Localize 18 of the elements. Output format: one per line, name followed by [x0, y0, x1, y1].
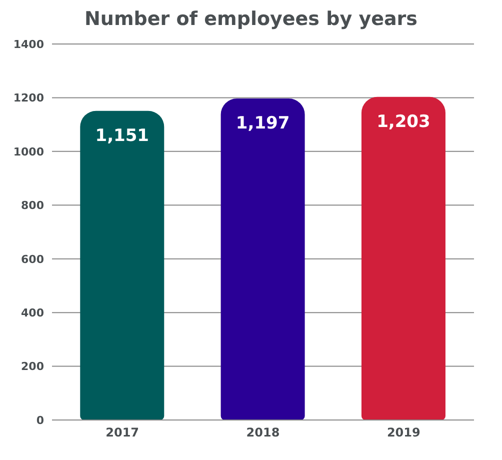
y-tick-label: 600	[21, 252, 44, 266]
y-tick-label: 1400	[13, 38, 44, 51]
y-tick-label: 0	[36, 414, 44, 427]
y-tick-label: 1000	[13, 145, 44, 158]
data-label: 1,151	[95, 126, 150, 146]
x-tick-label: 2017	[106, 426, 140, 440]
y-tick-label: 400	[21, 306, 44, 320]
bar	[361, 96, 446, 420]
y-tick-label: 200	[21, 360, 44, 374]
bar	[220, 98, 305, 420]
chart-title: Number of employees by years	[84, 8, 418, 32]
data-label: 1,203	[376, 112, 430, 132]
x-tick-label: 2019	[386, 426, 420, 440]
data-label: 1,197	[236, 114, 290, 134]
bar	[80, 110, 164, 420]
y-tick-label: 1200	[13, 92, 44, 105]
y-tick-label: 800	[21, 199, 44, 212]
x-tick-label: 2018	[246, 426, 280, 440]
